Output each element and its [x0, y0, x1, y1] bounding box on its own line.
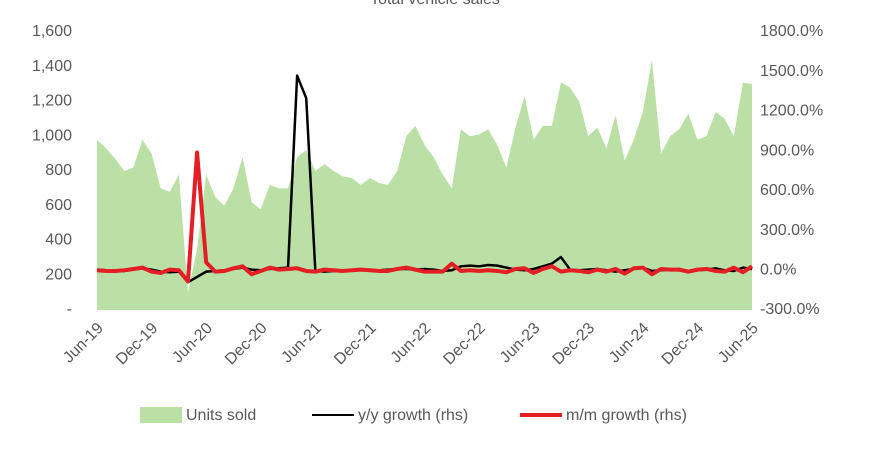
- y-tick-label: 1,000: [32, 127, 72, 144]
- y-tick-label: 1,200: [32, 93, 72, 110]
- y2-tick-label: 900.0%: [760, 142, 814, 159]
- legend-label: Units sold: [186, 407, 256, 424]
- x-tick-label: Jun-21: [279, 320, 326, 367]
- y2-tick-label: 1800.0%: [760, 23, 823, 40]
- legend-label: y/y growth (rhs): [358, 407, 468, 424]
- y2-tick-label: 600.0%: [760, 182, 814, 199]
- y-tick-label: 1,600: [32, 23, 72, 40]
- chart-title: Total vehicle sales: [370, 0, 500, 8]
- y-tick-label: 600: [45, 197, 72, 214]
- x-tick-label: Jun-24: [606, 320, 653, 367]
- x-tick-label: Jun-23: [497, 320, 544, 367]
- y2-tick-label: 1500.0%: [760, 63, 823, 80]
- y-tick-label: 200: [45, 266, 72, 283]
- x-tick-label: Dec-21: [331, 320, 380, 369]
- y-tick-label: 400: [45, 232, 72, 249]
- x-tick-label: Dec-23: [550, 320, 599, 369]
- line: [96, 150, 754, 284]
- y-tick-label: 1,400: [32, 58, 72, 75]
- y2-tick-label: -300.0%: [760, 301, 820, 318]
- y-tick-label: 800: [45, 162, 72, 179]
- y2-tick-label: 300.0%: [760, 222, 814, 239]
- x-tick-label: Dec-22: [440, 320, 489, 369]
- legend-swatch: [140, 407, 182, 423]
- x-tick-label: Jun-22: [388, 320, 435, 367]
- y2-tick-label: 1200.0%: [760, 103, 823, 120]
- area: [97, 59, 752, 310]
- legend-label: m/m growth (rhs): [566, 407, 687, 424]
- x-tick-label: Dec-24: [659, 320, 708, 369]
- x-tick-label: Dec-19: [113, 320, 162, 369]
- x-tick-label: Jun-20: [169, 320, 216, 367]
- y-tick-label: -: [67, 301, 72, 318]
- x-tick-label: Jun-25: [715, 320, 762, 367]
- x-tick-label: Jun-19: [60, 320, 107, 367]
- x-tick-label: Dec-20: [222, 320, 271, 369]
- y2-tick-label: 0.0%: [760, 262, 796, 279]
